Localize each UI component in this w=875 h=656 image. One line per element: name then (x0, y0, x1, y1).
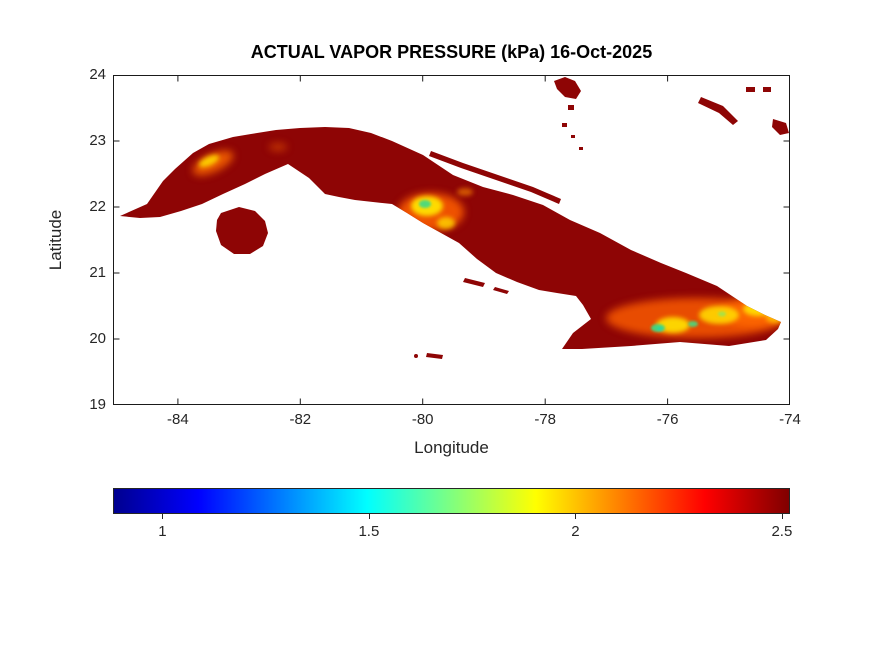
cay-island (426, 353, 443, 359)
cay-island (414, 354, 418, 358)
cay-island (763, 87, 771, 92)
cay-island (698, 97, 738, 125)
cay-island (772, 119, 789, 135)
colorbar-tick-mark (162, 514, 163, 519)
y-tick-label: 20 (89, 330, 106, 347)
cay-island (746, 87, 755, 92)
axis-ticks (113, 75, 790, 405)
y-tick-label: 22 (89, 198, 106, 215)
cay-island (571, 135, 575, 138)
cay-island (568, 105, 574, 110)
colorbar-tick-mark (782, 514, 783, 519)
bahamas-cays (554, 77, 789, 150)
cay-island (463, 278, 485, 287)
colorbar-tick-label: 1.5 (358, 523, 380, 540)
x-tick-label: -74 (779, 411, 801, 428)
vapor-pressure-map (113, 75, 790, 405)
x-tick-label: -78 (534, 411, 557, 428)
axes-box (113, 75, 790, 405)
y-axis-label: Latitude (46, 209, 65, 271)
y-tick-label: 23 (89, 132, 106, 149)
northern-cays-strip (429, 151, 561, 204)
colorbar-tick-mark (575, 514, 576, 519)
cay-island (493, 287, 509, 294)
y-tick-label: 19 (89, 396, 106, 413)
hotspots-green-minima (419, 200, 726, 332)
x-tick-label: -84 (167, 411, 189, 428)
colorbar (113, 488, 790, 514)
colorbar-tick-label: 1 (158, 523, 167, 540)
x-tick-label: -80 (411, 411, 434, 428)
figure-title: ACTUAL VAPOR PRESSURE (kPa) 16-Oct-2025 (250, 42, 653, 62)
x-tick-label: -76 (656, 411, 679, 428)
cay-island (562, 123, 567, 127)
x-axis-label: Longitude (414, 438, 489, 457)
colorbar-tick-label: 2 (571, 523, 580, 540)
cayman-islets (414, 353, 443, 359)
cay-island (579, 147, 583, 150)
colorbar-tick-mark (369, 514, 370, 519)
y-tick-label: 24 (89, 66, 106, 83)
colorbar-tick-label: 2.5 (771, 523, 793, 540)
southern-cays (463, 278, 509, 294)
isla-de-la-juventud (216, 207, 268, 254)
x-tick-label: -82 (289, 411, 312, 428)
cay-island (554, 77, 581, 99)
y-tick-label: 21 (89, 264, 106, 281)
